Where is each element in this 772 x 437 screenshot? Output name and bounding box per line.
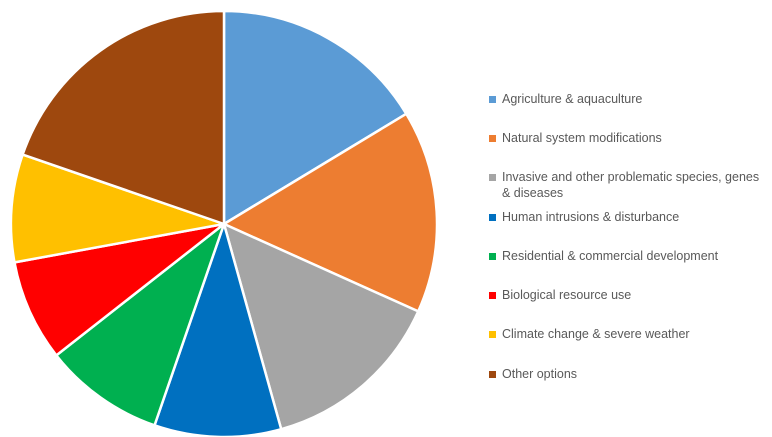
legend-item-4: Residential & commercial development <box>489 248 764 264</box>
legend-label: Biological resource use <box>502 288 632 302</box>
legend-swatch <box>489 96 496 103</box>
legend-label: Agriculture & aquaculture <box>502 92 643 106</box>
legend-label: Natural system modifications <box>502 131 662 145</box>
legend-label: Invasive and other problematic species, … <box>502 170 760 200</box>
pie-slice-5 <box>13 222 226 357</box>
pie-slice-7 <box>21 9 226 226</box>
pie-slices-group <box>9 9 439 437</box>
legend-item-7: Other options <box>489 366 764 382</box>
legend-label: Human intrusions & disturbance <box>502 210 680 224</box>
pie-slice-6 <box>9 153 226 264</box>
legend-label: Climate change & severe weather <box>502 327 690 341</box>
legend-item-5: Biological resource use <box>489 287 764 303</box>
legend-item-1: Natural system modifications <box>489 130 764 146</box>
legend-item-0: Agriculture & aquaculture <box>489 91 764 107</box>
legend-swatch <box>489 292 496 299</box>
legend-swatch <box>489 174 496 181</box>
legend-item-3: Human intrusions & disturbance <box>489 209 764 225</box>
legend-label: Residential & commercial development <box>502 249 719 263</box>
pie-slice-1 <box>222 112 439 313</box>
pie-slice-2 <box>222 222 420 431</box>
legend-item-6: Climate change & severe weather <box>489 326 764 342</box>
legend-swatch <box>489 135 496 142</box>
legend-swatch <box>489 371 496 378</box>
pie-slice-0 <box>222 9 408 226</box>
legend-item-2: Invasive and other problematic species, … <box>489 169 764 201</box>
legend-swatch <box>489 331 496 338</box>
pie-slice-4 <box>55 222 226 427</box>
legend-label: Other options <box>502 367 578 381</box>
legend-swatch <box>489 214 496 221</box>
legend-swatch <box>489 253 496 260</box>
